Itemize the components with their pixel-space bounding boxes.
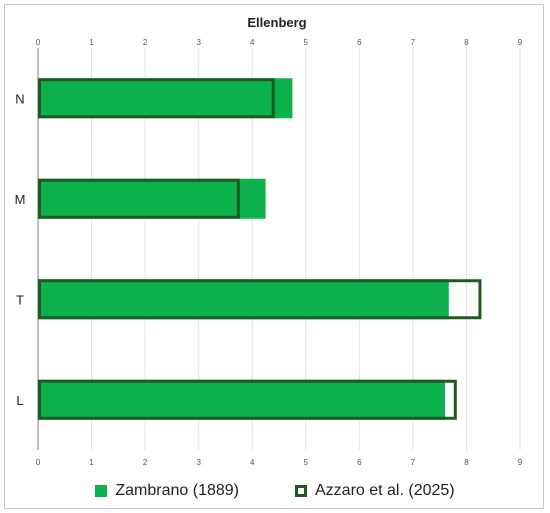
bar-zambrano-l [38, 379, 446, 420]
bar-azzaro-l [38, 379, 457, 420]
bar-azzaro-t [38, 279, 482, 320]
bar-zambrano-n [38, 78, 293, 119]
x-tick-label-top: 4 [250, 38, 255, 47]
category-label-n: N [15, 91, 24, 106]
legend-swatch-outline [295, 485, 307, 497]
legend-label-series-2: Azzaro et al. (2025) [315, 482, 455, 499]
category-label-m: M [15, 192, 26, 207]
legend-label-series-1: Zambrano (1889) [115, 482, 239, 499]
x-tick-label-bottom: 2 [143, 458, 148, 467]
legend-swatch-filled [95, 485, 108, 497]
legend: Zambrano (1889) Azzaro et al. (2025) [0, 476, 550, 506]
x-tick-label-bottom: 9 [518, 458, 523, 467]
category-labels: N M T L [15, 91, 26, 408]
x-tick-label-top: 0 [36, 38, 41, 47]
x-tick-label-top: 9 [518, 38, 523, 47]
x-tick-label-top: 2 [143, 38, 148, 47]
x-tick-label-top: 8 [464, 38, 469, 47]
legend-item-series-1: Zambrano (1889) [95, 482, 239, 500]
category-label-l: L [16, 393, 23, 408]
bar-azzaro-m [38, 178, 240, 219]
x-tick-label-bottom: 1 [89, 458, 94, 467]
x-tick-label-top: 1 [89, 38, 94, 47]
legend-item-series-2: Azzaro et al. (2025) [295, 482, 455, 500]
x-tick-label-top: 7 [411, 38, 416, 47]
x-tick-label-bottom: 5 [304, 458, 309, 467]
chart-title: Ellenberg [247, 15, 306, 30]
bars [38, 78, 482, 420]
top-axis-ticks: 0 1 2 3 4 5 6 7 8 9 [36, 38, 523, 47]
x-tick-label-top: 3 [196, 38, 201, 47]
x-tick-label-bottom: 0 [36, 458, 41, 467]
bar-zambrano-t [38, 279, 449, 320]
x-tick-label-bottom: 4 [250, 458, 255, 467]
x-tick-label-bottom: 7 [411, 458, 416, 467]
x-tick-label-top: 6 [357, 38, 362, 47]
bottom-axis-ticks: 0 1 2 3 4 5 6 7 8 9 [36, 458, 523, 467]
x-tick-label-bottom: 3 [196, 458, 201, 467]
x-tick-label-bottom: 6 [357, 458, 362, 467]
bar-azzaro-n [38, 78, 275, 119]
category-label-t: T [16, 292, 24, 307]
x-tick-label-bottom: 8 [464, 458, 469, 467]
x-tick-label-top: 5 [304, 38, 309, 47]
bar-zambrano-m [38, 178, 266, 219]
